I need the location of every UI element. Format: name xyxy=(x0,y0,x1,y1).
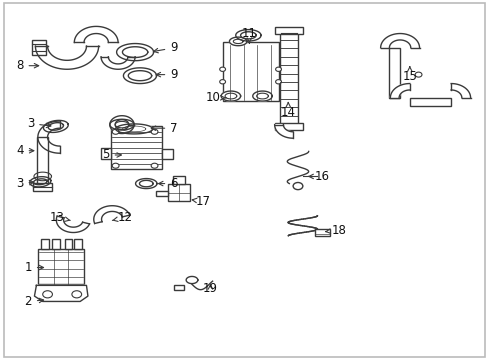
Polygon shape xyxy=(94,206,129,224)
Bar xyxy=(172,176,185,184)
Bar xyxy=(167,184,190,201)
Bar xyxy=(162,149,172,159)
Polygon shape xyxy=(43,120,68,132)
Bar xyxy=(33,183,52,192)
Text: 15: 15 xyxy=(402,67,416,83)
Circle shape xyxy=(275,80,281,84)
Circle shape xyxy=(219,80,225,84)
Text: 2: 2 xyxy=(24,295,43,308)
Text: 12: 12 xyxy=(112,211,133,224)
Polygon shape xyxy=(35,46,99,69)
Text: 9: 9 xyxy=(153,41,177,54)
Polygon shape xyxy=(101,57,135,69)
Circle shape xyxy=(219,67,225,71)
Polygon shape xyxy=(56,216,89,233)
Polygon shape xyxy=(110,119,134,130)
Polygon shape xyxy=(135,179,157,189)
Bar xyxy=(274,27,302,33)
Text: 1: 1 xyxy=(24,261,43,274)
Polygon shape xyxy=(110,116,134,134)
Text: 17: 17 xyxy=(192,195,210,208)
Polygon shape xyxy=(235,30,261,41)
Polygon shape xyxy=(450,84,469,98)
Polygon shape xyxy=(117,44,153,61)
Bar xyxy=(222,42,278,102)
Text: 9: 9 xyxy=(156,68,177,81)
Text: 8: 8 xyxy=(16,59,39,72)
Polygon shape xyxy=(30,177,51,187)
Text: 7: 7 xyxy=(151,122,177,135)
Bar xyxy=(101,148,111,158)
Circle shape xyxy=(112,129,119,134)
Bar xyxy=(31,40,46,55)
Text: 3: 3 xyxy=(27,117,51,130)
Circle shape xyxy=(292,183,302,190)
Polygon shape xyxy=(74,26,118,42)
Text: 16: 16 xyxy=(308,170,329,183)
Bar xyxy=(314,229,329,237)
Bar xyxy=(37,137,48,184)
Circle shape xyxy=(72,291,81,298)
Bar xyxy=(41,239,49,249)
Text: 18: 18 xyxy=(325,224,346,237)
Polygon shape xyxy=(123,68,156,84)
Circle shape xyxy=(414,72,421,77)
Circle shape xyxy=(42,291,52,298)
Polygon shape xyxy=(38,121,60,153)
Bar xyxy=(74,239,82,249)
Text: 6: 6 xyxy=(158,177,177,190)
Circle shape xyxy=(112,163,119,168)
Bar xyxy=(38,249,84,284)
Polygon shape xyxy=(186,276,198,284)
Polygon shape xyxy=(221,91,240,101)
Bar xyxy=(156,192,167,197)
Bar xyxy=(52,239,60,249)
Polygon shape xyxy=(274,125,292,138)
Bar xyxy=(64,239,72,249)
Bar xyxy=(111,126,162,169)
Polygon shape xyxy=(389,84,409,98)
Bar xyxy=(388,48,399,98)
Bar xyxy=(174,285,183,290)
Text: 3: 3 xyxy=(16,177,34,190)
Bar xyxy=(274,123,302,130)
Text: 4: 4 xyxy=(16,144,34,157)
Polygon shape xyxy=(380,33,419,48)
Text: 10: 10 xyxy=(205,91,225,104)
Text: 14: 14 xyxy=(280,103,295,119)
Text: 19: 19 xyxy=(203,283,218,296)
Circle shape xyxy=(275,67,281,71)
Polygon shape xyxy=(229,37,246,46)
Text: 11: 11 xyxy=(242,27,256,43)
Circle shape xyxy=(151,163,158,168)
Circle shape xyxy=(151,129,158,134)
Text: 5: 5 xyxy=(102,148,121,162)
Polygon shape xyxy=(252,91,272,101)
Polygon shape xyxy=(116,124,152,134)
Text: 13: 13 xyxy=(50,211,70,224)
Polygon shape xyxy=(34,285,88,301)
Bar xyxy=(409,98,450,106)
